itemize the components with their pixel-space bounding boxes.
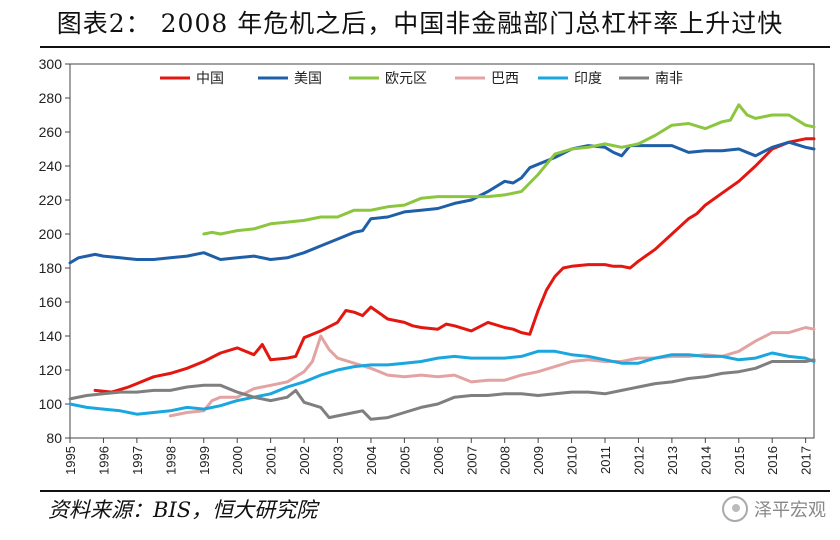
title-divider	[40, 46, 830, 48]
legend-label: 南非	[655, 71, 683, 87]
series-line-3	[168, 326, 816, 418]
wechat-icon	[722, 496, 748, 522]
x-tick-label: 2002	[297, 446, 312, 475]
y-tick-label: 140	[39, 328, 63, 344]
watermark-label: 泽平宏观	[754, 500, 826, 521]
x-tick-label: 1995	[63, 446, 78, 475]
y-tick-label: 200	[39, 226, 63, 242]
x-tick-label: 2017	[799, 446, 814, 475]
legend-label: 巴西	[491, 71, 519, 87]
y-tick-label: 100	[39, 396, 63, 412]
x-tick-label: 1999	[197, 446, 212, 475]
y-tick-label: 160	[39, 294, 63, 310]
y-tick-label: 260	[39, 124, 63, 140]
series-line-1	[68, 140, 816, 265]
watermark: 泽平宏观	[722, 496, 826, 522]
series-line-5	[68, 358, 816, 421]
series-line-4	[68, 349, 816, 416]
x-tick-label: 2009	[531, 446, 546, 475]
x-tick-label: 2004	[364, 446, 379, 475]
plot-frame	[69, 63, 815, 439]
x-tick-label: 2012	[631, 446, 646, 475]
x-tick-label: 2000	[230, 446, 245, 475]
y-tick-label: 80	[46, 430, 62, 446]
x-tick-label: 2016	[765, 446, 780, 475]
y-tick-label: 280	[39, 90, 63, 106]
source-note: 资料来源：BIS，恒大研究院	[48, 498, 318, 522]
x-tick-label: 2014	[698, 446, 713, 475]
x-tick-label: 2013	[665, 446, 680, 475]
x-tick-label: 2008	[498, 446, 513, 475]
y-tick-label: 220	[39, 192, 63, 208]
x-tick-label: 2007	[464, 446, 479, 475]
y-tick-label: 180	[39, 260, 63, 276]
y-tick-label: 300	[39, 56, 63, 72]
x-tick-label: 1996	[96, 446, 111, 475]
x-tick-label: 1998	[163, 446, 178, 475]
legend-label: 欧元区	[385, 71, 427, 87]
legend-label: 美国	[294, 71, 322, 87]
chart-title: 图表2： 2008 年危机之后，中国非金融部门总杠杆率上升过快	[56, 9, 784, 38]
series-line-0	[93, 137, 816, 394]
x-tick-label: 2001	[264, 446, 279, 475]
x-tick-label: 2003	[331, 446, 346, 475]
y-tick-label: 120	[39, 362, 63, 378]
legend-label: 中国	[196, 71, 224, 87]
series-line-2	[202, 103, 816, 236]
x-tick-label: 2006	[431, 446, 446, 475]
x-tick-label: 1997	[130, 446, 145, 475]
x-tick-label: 2010	[565, 446, 580, 475]
footer-divider	[40, 490, 830, 492]
x-tick-label: 2011	[598, 446, 613, 474]
x-tick-label: 2005	[397, 446, 412, 475]
x-tick-label: 2015	[732, 446, 747, 475]
y-tick-label: 240	[39, 158, 63, 174]
legend-label: 印度	[574, 71, 602, 87]
